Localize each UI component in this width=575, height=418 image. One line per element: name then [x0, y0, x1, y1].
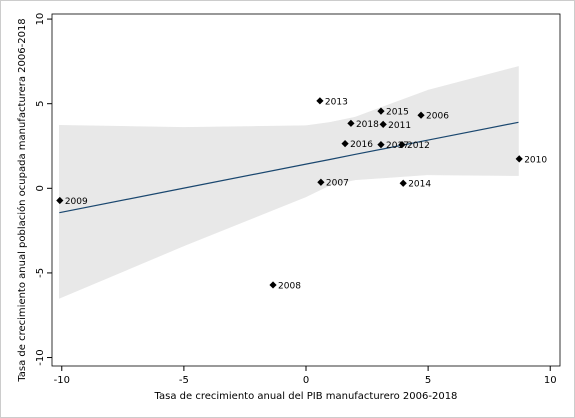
- x-tick-label: 5: [425, 375, 431, 386]
- y-tick-label: 0: [35, 185, 46, 191]
- point-label: 2007: [326, 179, 349, 189]
- y-tick-label: 10: [35, 13, 46, 26]
- x-tick-label: -5: [179, 375, 189, 386]
- y-tick-label: -10: [35, 349, 46, 365]
- point-label: 2012: [407, 141, 430, 151]
- ci-band: [427, 66, 519, 176]
- point-label: 2018: [356, 120, 379, 130]
- ci-band: [330, 116, 356, 186]
- point: [417, 111, 425, 119]
- y-tick-label: 5: [35, 101, 46, 107]
- x-tick-label: -10: [54, 375, 70, 386]
- point: [379, 120, 387, 128]
- point: [269, 281, 277, 289]
- y-axis-title: Tasa de crecimiento anual población ocup…: [16, 18, 28, 382]
- point-label: 2014: [408, 180, 431, 190]
- x-axis-title: Tasa de crecimiento anual del PIB manufa…: [154, 391, 458, 402]
- x-tick-label: 10: [544, 375, 557, 386]
- point-label: 2013: [325, 97, 348, 107]
- point: [347, 119, 355, 127]
- point-label: 2016: [350, 140, 373, 150]
- point-label: 2010: [524, 155, 547, 165]
- point: [341, 140, 349, 148]
- point-label: 2009: [65, 197, 88, 207]
- point: [317, 178, 325, 186]
- point-label: 2006: [426, 112, 449, 122]
- point: [515, 155, 523, 163]
- point-label: 2017: [386, 141, 409, 151]
- point: [377, 141, 385, 149]
- point: [316, 97, 324, 105]
- fit-line: [59, 121, 519, 214]
- point-label: 2008: [278, 281, 301, 291]
- point: [399, 179, 407, 187]
- point-label: 2015: [386, 108, 409, 118]
- y-tick-label: -5: [35, 268, 46, 278]
- point-label: 2011: [388, 121, 411, 131]
- point: [398, 141, 406, 149]
- point: [56, 196, 64, 205]
- x-tick-label: 0: [303, 375, 309, 386]
- point: [377, 107, 385, 115]
